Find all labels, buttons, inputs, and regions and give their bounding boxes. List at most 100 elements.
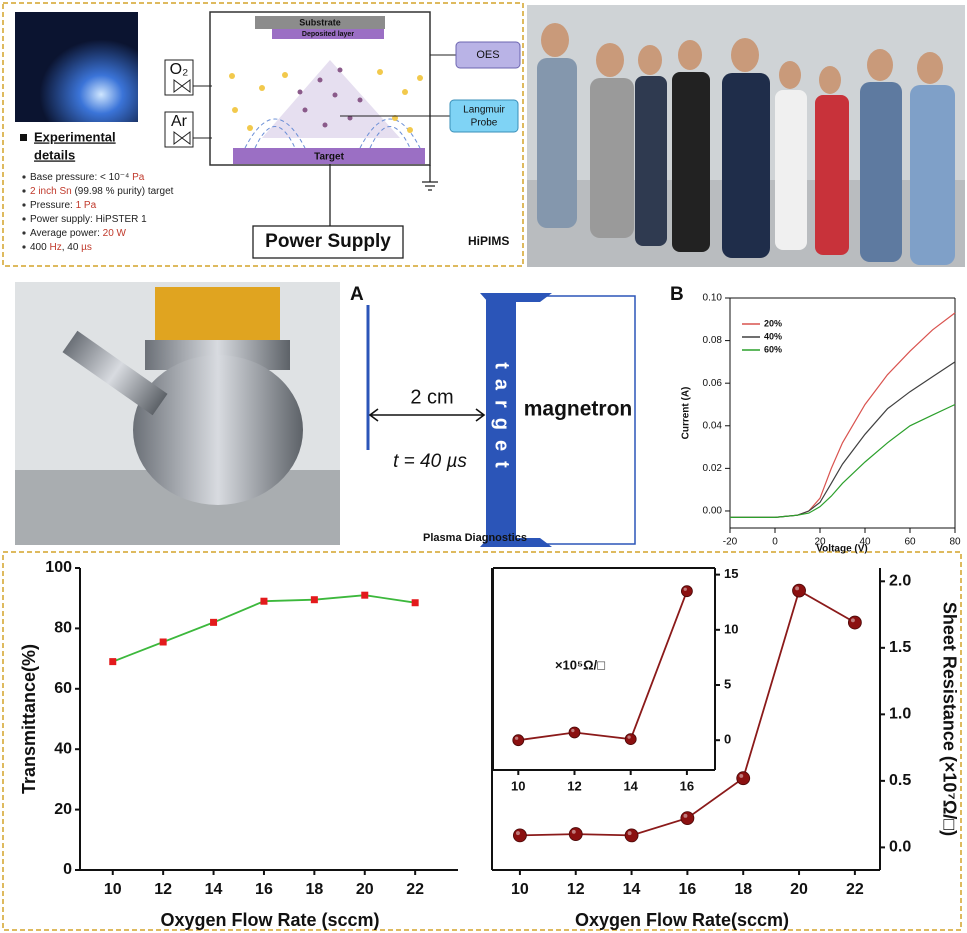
marker bbox=[569, 727, 580, 738]
marker bbox=[412, 599, 419, 606]
x-tick-label: 12 bbox=[567, 881, 585, 898]
technique-label: HiPIMS bbox=[468, 234, 509, 248]
marker bbox=[681, 586, 692, 597]
y-tick-label: 15 bbox=[724, 566, 738, 581]
legend-label: 60% bbox=[764, 344, 782, 354]
marker bbox=[625, 829, 638, 842]
marker bbox=[513, 735, 524, 746]
oes-label: OES bbox=[476, 49, 499, 61]
detail-segment: Pressure: bbox=[30, 200, 76, 211]
x-tick-label: 10 bbox=[511, 778, 525, 793]
marker-highlight bbox=[851, 618, 855, 622]
marker-highlight bbox=[515, 737, 518, 740]
x-tick-label: 22 bbox=[846, 881, 864, 898]
x-tick-label: 20 bbox=[356, 881, 374, 898]
y-tick-label: 0.0 bbox=[889, 839, 911, 856]
y-tick-label: 0 bbox=[63, 861, 72, 878]
x-tick-label: 16 bbox=[255, 881, 273, 898]
bullet bbox=[22, 189, 25, 192]
marker-highlight bbox=[516, 831, 520, 835]
detail-segment: (99.98 % purity) target bbox=[72, 186, 174, 197]
y-axis-label: Current (A) bbox=[681, 387, 692, 440]
y-tick-label: 5 bbox=[724, 676, 731, 691]
detail-segment: 400 bbox=[30, 242, 49, 253]
y-tick-label: 0.08 bbox=[703, 335, 723, 346]
x-tick-label: 18 bbox=[305, 881, 323, 898]
y-tick-label: 0.04 bbox=[703, 420, 723, 431]
marker-highlight bbox=[572, 830, 576, 834]
x-tick-label: 10 bbox=[511, 881, 529, 898]
y-tick-label: 40 bbox=[54, 740, 72, 757]
detail-segment: Base pressure: < 10⁻⁴ bbox=[30, 172, 132, 183]
marker-highlight bbox=[739, 774, 743, 778]
x-tick-label: 16 bbox=[678, 881, 696, 898]
bullet bbox=[22, 217, 25, 220]
marker bbox=[311, 596, 318, 603]
detail-segment: 1 Pa bbox=[76, 200, 97, 211]
x-tick-label: 14 bbox=[623, 881, 641, 898]
x-tick-label: 14 bbox=[205, 881, 223, 898]
data-line bbox=[730, 362, 955, 518]
bullet bbox=[22, 203, 25, 206]
marker bbox=[569, 828, 582, 841]
marker bbox=[109, 658, 116, 665]
y-tick-label: 0.5 bbox=[889, 772, 911, 789]
y-tick-label: 100 bbox=[45, 559, 72, 576]
data-line bbox=[113, 595, 415, 661]
y-axis-label: Transmittance(%) bbox=[19, 644, 39, 794]
legend-label: 40% bbox=[764, 331, 782, 341]
y-tick-label: 1.5 bbox=[889, 639, 911, 656]
y-axis-label: Sheet Resistance (×10⁷Ω/□) bbox=[939, 602, 959, 836]
wiring bbox=[330, 164, 438, 228]
marker-highlight bbox=[795, 586, 799, 590]
x-axis-label: Oxygen Flow Rate (sccm) bbox=[160, 910, 379, 930]
detail-item: Average power: 20 W bbox=[30, 228, 127, 239]
x-tick-label: 10 bbox=[104, 881, 122, 898]
distance-label: 2 cm bbox=[410, 386, 453, 408]
x-tick-label: 20 bbox=[790, 881, 808, 898]
x-tick-label: 18 bbox=[734, 881, 752, 898]
power-supply-label: Power Supply bbox=[265, 231, 391, 252]
panel-label: B bbox=[670, 284, 684, 305]
target-label: Target bbox=[314, 152, 344, 163]
detail-segment: Power supply: HiPSTER 1 bbox=[30, 214, 147, 225]
y-tick-label: 0.06 bbox=[703, 378, 723, 389]
detail-segment: Hz bbox=[49, 242, 61, 253]
photo-chamber bbox=[133, 355, 303, 505]
figure: Experimental details Substrate Deposited… bbox=[0, 0, 967, 933]
y-tick-label: 0 bbox=[724, 732, 731, 747]
plasma-photo bbox=[15, 12, 138, 122]
detail-item: Pressure: 1 Pa bbox=[30, 200, 97, 211]
probe-label: Probe bbox=[471, 118, 498, 129]
y-tick-label: 80 bbox=[54, 620, 72, 637]
y-tick-label: 0.10 bbox=[703, 293, 723, 304]
heading-square bbox=[20, 134, 27, 141]
marker-highlight bbox=[571, 729, 574, 732]
marker-highlight bbox=[627, 736, 630, 739]
marker bbox=[737, 772, 750, 785]
x-tick-label: -20 bbox=[723, 537, 738, 548]
y-tick-label: 20 bbox=[54, 801, 72, 818]
annotation: ×10⁵Ω/□ bbox=[555, 657, 605, 672]
panel-border bbox=[3, 552, 961, 930]
magnetron-label: magnetron bbox=[524, 398, 633, 421]
marker bbox=[625, 734, 636, 745]
gas-label: O₂ bbox=[170, 61, 189, 78]
legend-label: 20% bbox=[764, 318, 782, 328]
y-tick-label: 2.0 bbox=[889, 573, 911, 590]
layer-label: Deposited layer bbox=[302, 31, 354, 38]
detail-segment: µs bbox=[81, 242, 92, 253]
target-text: target bbox=[491, 362, 513, 478]
marker bbox=[513, 829, 526, 842]
data-line bbox=[730, 405, 955, 518]
detail-segment: , 40 bbox=[62, 242, 81, 253]
page: { "schematic": {"substrate": "Substrate"… bbox=[0, 0, 967, 933]
distance-arrow bbox=[370, 409, 484, 421]
marker bbox=[848, 616, 861, 629]
marker-highlight bbox=[683, 814, 687, 818]
bullet bbox=[22, 175, 25, 178]
photo-lid bbox=[155, 287, 280, 345]
detail-item: Base pressure: < 10⁻⁴ Pa bbox=[30, 172, 145, 183]
details-heading: Experimental bbox=[34, 129, 116, 144]
y-tick-label: 60 bbox=[54, 680, 72, 697]
